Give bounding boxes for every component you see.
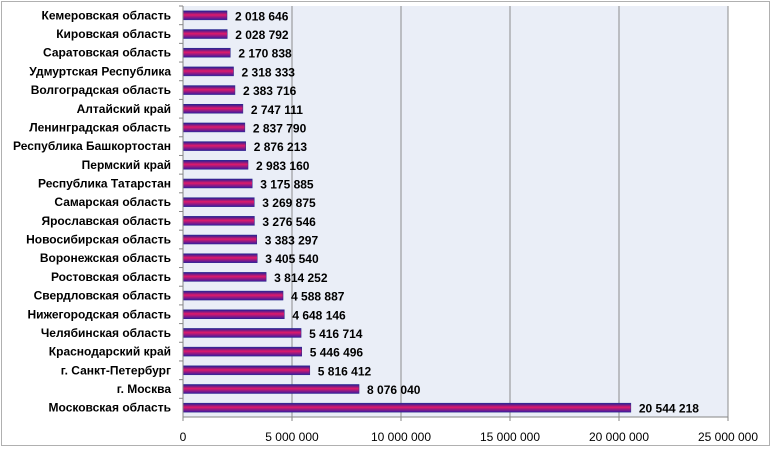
- bar: [182, 328, 302, 338]
- category-label: Нижегородская область: [27, 307, 171, 321]
- bar: [182, 197, 255, 207]
- bar: [182, 122, 246, 133]
- data-label: 3 814 252: [274, 271, 328, 285]
- bar: [182, 290, 284, 301]
- category-label: Республика Татарстан: [38, 176, 171, 190]
- category-label: Свердловская область: [34, 289, 171, 303]
- x-tick-label: 15 000 000: [480, 430, 540, 444]
- data-label: 5 446 496: [310, 346, 364, 360]
- bar: [182, 104, 244, 114]
- data-label: 8 076 040: [367, 383, 421, 397]
- data-label: 5 416 714: [309, 327, 363, 341]
- data-label: 4 588 887: [291, 290, 345, 304]
- category-label: Самарская область: [54, 195, 171, 209]
- data-label: 3 269 875: [262, 196, 316, 210]
- bar: [182, 253, 258, 263]
- category-label: Саратовская область: [43, 46, 171, 60]
- data-label: 2 318 333: [242, 65, 296, 79]
- bars: [182, 10, 632, 413]
- category-label: Кемеровская область: [42, 8, 172, 22]
- data-label: 2 383 716: [243, 84, 297, 98]
- data-label: 2 170 838: [238, 47, 292, 61]
- data-label: 2 876 213: [254, 140, 308, 154]
- x-tick-label: 0: [180, 430, 187, 444]
- bar: [182, 384, 360, 394]
- category-label: Ленинградская область: [29, 120, 171, 134]
- x-tick-label: 20 000 000: [589, 430, 649, 444]
- category-label: Пермский край: [82, 158, 171, 172]
- bar: [182, 216, 255, 226]
- labels: 0 5 000 000 10 000 000 15 000 000 20 000 000…: [13, 8, 758, 444]
- data-label: 4 648 146: [292, 308, 346, 322]
- bar: [182, 160, 249, 170]
- bar: [182, 10, 228, 21]
- bar: [182, 309, 285, 319]
- category-label: г. Москва: [117, 382, 172, 396]
- category-label: Ростовская область: [51, 270, 171, 284]
- category-label: Краснодарский край: [49, 345, 171, 359]
- category-label: Воронежская область: [40, 251, 171, 265]
- data-label: 2 028 792: [235, 28, 289, 42]
- category-label: Республика Башкортостан: [13, 139, 171, 153]
- bar: [182, 85, 236, 95]
- category-label: г. Санкт-Петербург: [61, 363, 171, 377]
- data-label: 3 405 540: [265, 252, 319, 266]
- data-label: 3 276 546: [262, 215, 316, 229]
- category-label: Ярославская область: [41, 214, 171, 228]
- data-label: 2 018 646: [235, 9, 289, 23]
- x-tick-label: 5 000 000: [265, 430, 319, 444]
- bar: [182, 66, 234, 77]
- data-label: 2 983 160: [256, 159, 310, 173]
- category-label: Алтайский край: [77, 102, 171, 116]
- x-tick-label: 25 000 000: [698, 430, 758, 444]
- bar: [182, 178, 253, 189]
- data-label: 2 837 790: [253, 121, 307, 135]
- bar: [182, 346, 302, 357]
- bar: [182, 47, 231, 58]
- data-label: 5 816 412: [318, 364, 372, 378]
- bar: [182, 29, 228, 39]
- category-label: Новосибирская область: [26, 233, 171, 247]
- x-tick-label: 10 000 000: [371, 430, 431, 444]
- bar: [182, 272, 267, 282]
- data-label: 3 383 297: [265, 234, 319, 248]
- bar: [182, 234, 258, 245]
- data-label: 2 747 111: [251, 103, 303, 117]
- data-label: 3 175 885: [260, 177, 314, 191]
- category-label: Удмуртская Республика: [29, 64, 171, 78]
- category-label: Челябинская область: [41, 326, 171, 340]
- bar: [182, 365, 311, 376]
- bar: [182, 141, 246, 151]
- bar: [182, 402, 632, 413]
- category-label: Волгоградская область: [31, 83, 171, 97]
- data-label: 20 544 218: [639, 402, 699, 416]
- category-label: Московская область: [49, 401, 171, 415]
- category-label: Кировская область: [56, 27, 171, 41]
- axes: [179, 5, 729, 421]
